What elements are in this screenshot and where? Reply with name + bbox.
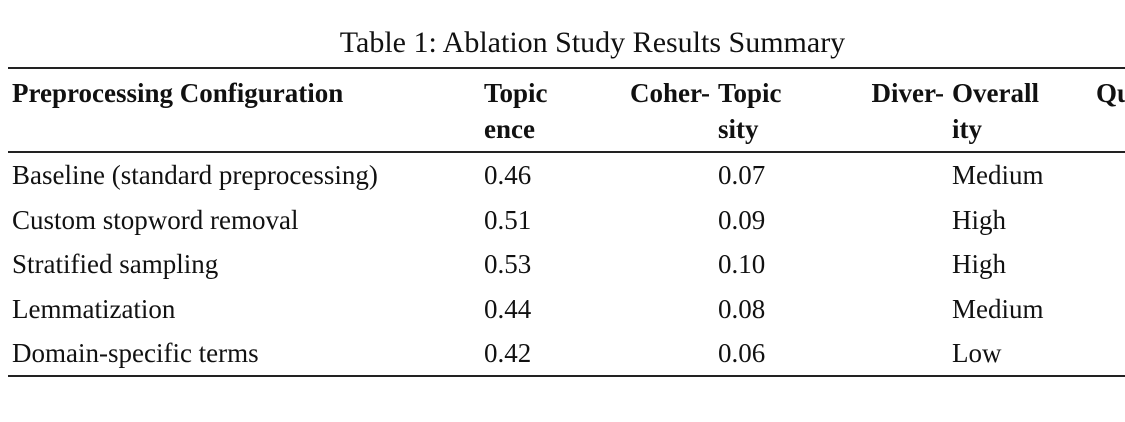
header-cell: sity bbox=[718, 114, 759, 144]
table-cell: Low bbox=[952, 338, 1002, 368]
table-cell: 0.07 bbox=[718, 160, 766, 190]
table-cell: 0.10 bbox=[718, 249, 766, 279]
table-cell: 0.06 bbox=[718, 338, 766, 368]
table-cell: High bbox=[952, 204, 1006, 235]
header-cell: Topic Diver- bbox=[718, 78, 944, 108]
table-cell: 0.46 bbox=[484, 160, 532, 190]
table-cell: Medium bbox=[952, 160, 1044, 190]
bottom-rule bbox=[8, 375, 1125, 377]
row-label: Baseline (standard preprocessing) bbox=[12, 160, 378, 190]
header-cell: ence bbox=[484, 114, 535, 144]
table-cell: 0.09 bbox=[718, 204, 766, 235]
table-caption: Table 1: Ablation Study Results Summary bbox=[339, 26, 846, 59]
table-cell: Medium bbox=[952, 293, 1044, 324]
mid-rule bbox=[8, 151, 1125, 153]
header-cell: Topic Coher- bbox=[484, 78, 710, 108]
table-cell: 0.44 bbox=[484, 293, 532, 324]
row-label: Stratified sampling bbox=[12, 249, 219, 279]
table-cell: 0.53 bbox=[484, 249, 532, 279]
top-rule bbox=[8, 67, 1125, 69]
row-label: Lemmatization bbox=[12, 293, 176, 324]
table-cell: 0.51 bbox=[484, 204, 532, 235]
row-label: Custom stopword removal bbox=[12, 204, 299, 235]
row-label: Domain-specific terms bbox=[12, 338, 259, 368]
header-cell: Preprocessing Configuration bbox=[12, 78, 344, 108]
header-cell: ity bbox=[952, 114, 982, 144]
header-cell: Overall Qu bbox=[952, 78, 1125, 108]
table-cell: High bbox=[952, 249, 1006, 279]
table-cell: 0.42 bbox=[484, 338, 532, 368]
table-cell: 0.08 bbox=[718, 293, 766, 324]
